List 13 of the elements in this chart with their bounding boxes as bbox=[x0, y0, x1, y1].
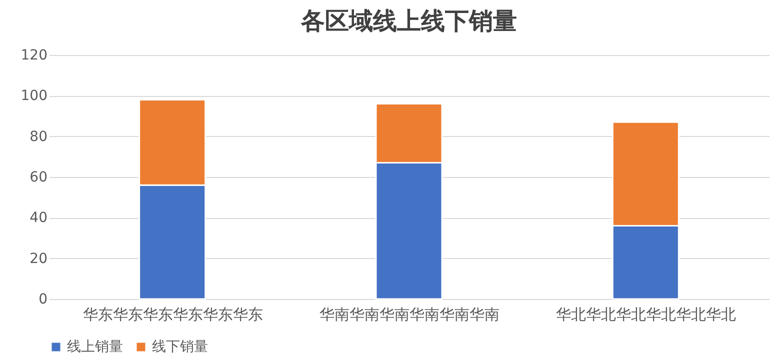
y-tick-label: 40 bbox=[30, 210, 48, 226]
x-tick-label: 华北华北华北华北华北华北 bbox=[556, 306, 736, 324]
y-tick-label: 60 bbox=[30, 170, 48, 186]
legend-label: 线下销量 bbox=[152, 339, 208, 355]
y-tick-label: 100 bbox=[20, 88, 48, 104]
chart-title: 各区域线上线下销量 bbox=[300, 7, 517, 35]
y-tick-label: 0 bbox=[38, 292, 48, 308]
x-tick-label: 华东华东华东华东华东华东 bbox=[82, 306, 263, 324]
x-tick-label: 华南华南华南华南华南华南 bbox=[320, 306, 500, 324]
legend-label: 线上销量 bbox=[67, 339, 123, 355]
y-tick-label: 120 bbox=[20, 48, 48, 64]
y-tick-label: 80 bbox=[30, 128, 48, 145]
y-tick-label: 20 bbox=[30, 250, 48, 267]
